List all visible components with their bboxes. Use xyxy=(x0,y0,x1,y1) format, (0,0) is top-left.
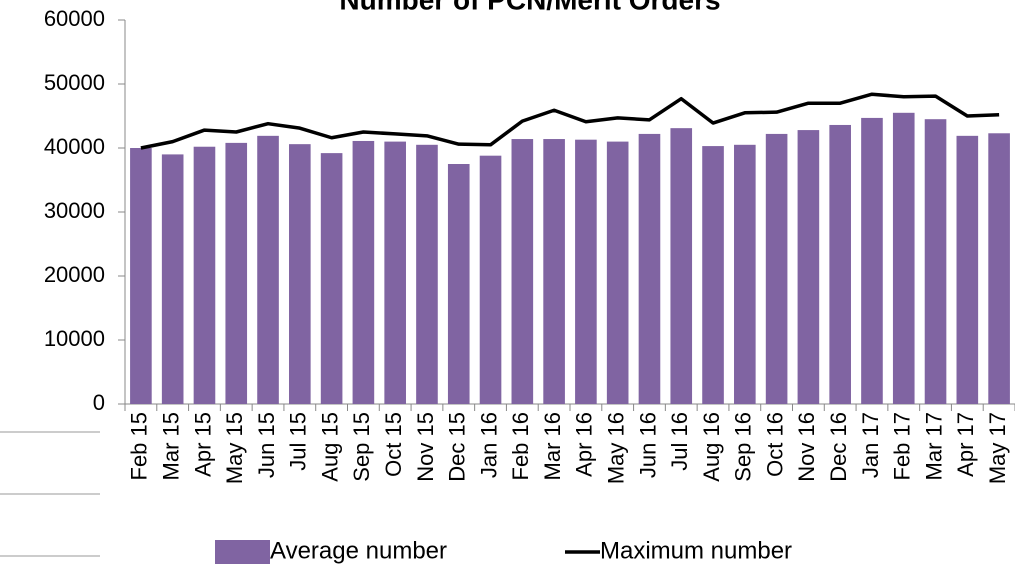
bar xyxy=(988,133,1010,404)
bar xyxy=(924,119,947,404)
x-tick-label: May 17 xyxy=(985,412,1010,484)
bar xyxy=(543,139,565,405)
bar xyxy=(670,128,693,404)
x-tick-label: Nov 16 xyxy=(794,412,819,482)
legend-label: Average number xyxy=(270,537,447,564)
legend-label: Maximum number xyxy=(600,537,792,564)
x-tick-label: Nov 15 xyxy=(413,412,438,482)
bar xyxy=(638,133,661,405)
bar xyxy=(861,117,883,405)
bar xyxy=(765,133,788,405)
bar xyxy=(384,141,406,404)
bar xyxy=(892,112,915,405)
x-tick-label: Apr 15 xyxy=(190,412,215,477)
x-tick-label: Mar 16 xyxy=(540,412,565,480)
x-tick-label: May 15 xyxy=(222,412,247,484)
x-tick-label: Dec 16 xyxy=(826,412,851,482)
bar xyxy=(606,141,629,404)
bar xyxy=(225,142,248,404)
bar xyxy=(193,146,216,404)
line xyxy=(140,92,1000,150)
x-tick-label: Feb 15 xyxy=(127,412,152,481)
bar xyxy=(257,135,279,404)
bar xyxy=(702,146,724,404)
bar xyxy=(511,139,534,405)
x-tick-label: Sep 15 xyxy=(349,412,374,482)
bar xyxy=(956,135,979,404)
bar xyxy=(479,155,502,404)
x-tick-label: Feb 17 xyxy=(890,412,915,481)
bar xyxy=(575,139,597,404)
y-tick-label: 60000 xyxy=(44,6,105,31)
x-tick-label: Mar 17 xyxy=(921,412,946,480)
y-tick-label: 50000 xyxy=(44,70,105,95)
x-tick-label: Apr 16 xyxy=(572,412,597,477)
x-tick-label: Oct 16 xyxy=(762,412,787,477)
bar xyxy=(320,153,343,404)
y-tick-label: 30000 xyxy=(44,198,105,223)
y-tick-label: 40000 xyxy=(44,134,105,159)
x-tick-label: Dec 15 xyxy=(445,412,470,482)
y-tick-label: 10000 xyxy=(44,326,105,351)
bar xyxy=(130,148,152,404)
bar xyxy=(829,124,851,405)
y-tick-label: 0 xyxy=(93,390,105,415)
x-tick-label: Oct 15 xyxy=(381,412,406,477)
x-tick-label: Mar 15 xyxy=(158,412,183,480)
x-tick-label: Jan 16 xyxy=(476,412,501,478)
bar xyxy=(352,140,375,404)
x-tick-label: Aug 15 xyxy=(317,412,342,482)
x-tick-label: Apr 17 xyxy=(953,412,978,477)
bar xyxy=(416,144,438,405)
x-tick-label: Jan 17 xyxy=(858,412,883,478)
x-tick-label: Jun 15 xyxy=(254,412,279,478)
x-tick-label: Feb 16 xyxy=(508,412,533,481)
bar xyxy=(797,130,820,404)
x-tick-label: Aug 16 xyxy=(699,412,724,482)
x-tick-label: Jul 16 xyxy=(667,412,692,471)
x-tick-label: May 16 xyxy=(603,412,628,484)
legend-swatch xyxy=(215,540,270,564)
y-tick-label: 20000 xyxy=(44,262,105,287)
x-tick-label: Jul 15 xyxy=(286,412,311,471)
bar xyxy=(447,164,470,404)
x-tick-label: Jun 16 xyxy=(635,412,660,478)
x-tick-label: Sep 16 xyxy=(731,412,756,482)
chart-title: Number of PCN/Merit Orders xyxy=(339,0,720,15)
bar xyxy=(161,154,184,404)
bar xyxy=(289,144,311,404)
bar xyxy=(734,144,756,405)
